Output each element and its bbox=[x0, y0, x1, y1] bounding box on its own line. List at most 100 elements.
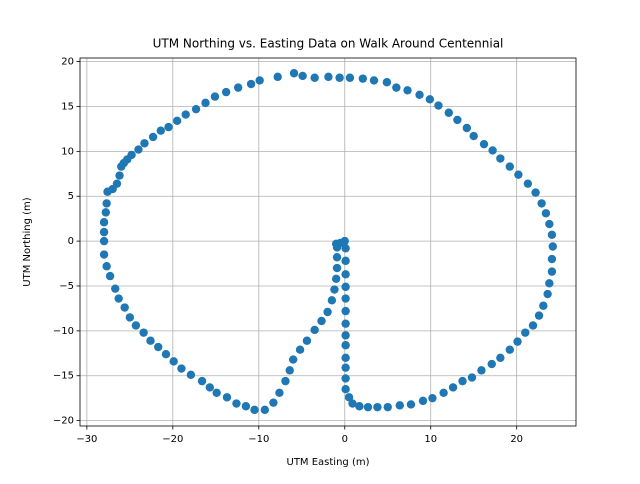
x-tick-label: −20 bbox=[162, 434, 183, 445]
scatter-point bbox=[462, 123, 472, 133]
y-tick-label: 15 bbox=[61, 101, 74, 112]
scatter-point bbox=[332, 253, 342, 262]
scatter-point bbox=[302, 336, 312, 345]
scatter-point bbox=[428, 393, 437, 403]
scatter-point bbox=[448, 383, 458, 392]
scatter-point bbox=[102, 262, 111, 271]
scatter-point bbox=[101, 208, 110, 217]
scatter-point bbox=[444, 108, 453, 117]
y-tick-label: 0 bbox=[68, 236, 74, 247]
scatter-point bbox=[191, 104, 201, 114]
scatter-point bbox=[403, 86, 412, 95]
scatter-point bbox=[140, 139, 149, 148]
scatter-point bbox=[341, 306, 350, 316]
chart-title: UTM Northing vs. Easting Data on Walk Ar… bbox=[153, 37, 504, 51]
scatter-point bbox=[102, 199, 111, 208]
scatter-point bbox=[154, 342, 163, 352]
scatter-point bbox=[111, 284, 120, 293]
scatter-point bbox=[181, 110, 190, 119]
scatter-point bbox=[205, 383, 215, 392]
y-tick-label: −20 bbox=[53, 416, 74, 427]
scatter-point bbox=[458, 376, 467, 386]
scatter-point bbox=[269, 398, 278, 407]
scatter-point bbox=[114, 294, 123, 303]
scatter-point bbox=[341, 341, 350, 350]
scatter-point bbox=[469, 131, 478, 141]
scatter-point bbox=[487, 359, 496, 369]
scatter-point bbox=[488, 146, 497, 155]
scatter-point bbox=[496, 154, 505, 163]
scatter-point bbox=[406, 400, 416, 409]
scatter-point bbox=[323, 307, 332, 317]
scatter-point bbox=[341, 282, 350, 292]
y-tick-label: 5 bbox=[68, 191, 74, 202]
scatter-point bbox=[327, 296, 337, 305]
scatter-point bbox=[221, 87, 231, 97]
scatter-point bbox=[288, 355, 298, 364]
scatter-point bbox=[177, 364, 186, 373]
scatter-point bbox=[341, 331, 350, 340]
scatter-point bbox=[255, 76, 264, 85]
scatter-point bbox=[345, 73, 355, 82]
scatter-point bbox=[341, 385, 350, 394]
y-tick-label: −10 bbox=[53, 326, 74, 337]
scatter-point bbox=[545, 279, 554, 288]
scatter-point bbox=[285, 366, 294, 375]
scatter-point bbox=[103, 187, 112, 196]
x-axis-label: UTM Easting (m) bbox=[287, 457, 370, 468]
scatter-point bbox=[534, 311, 544, 320]
scatter-point bbox=[453, 115, 462, 125]
scatter-point bbox=[392, 83, 401, 92]
scatter-point bbox=[233, 83, 243, 92]
plot-frame bbox=[79, 57, 577, 427]
scatter-point bbox=[547, 254, 557, 264]
scatter-point bbox=[341, 294, 350, 303]
scatter-point bbox=[383, 402, 392, 412]
scatter-point bbox=[539, 301, 548, 310]
scatter-point bbox=[281, 376, 290, 386]
scatter-point bbox=[341, 256, 350, 266]
scatter-point bbox=[439, 388, 448, 397]
scatter-point bbox=[232, 399, 241, 408]
y-tick-label: −5 bbox=[59, 281, 74, 292]
y-tick-label: 20 bbox=[61, 57, 74, 68]
x-tick-label: −30 bbox=[76, 434, 97, 445]
scatter-point bbox=[373, 402, 382, 412]
scatter-point bbox=[355, 402, 364, 411]
scatter-point bbox=[528, 321, 538, 330]
scatter-point bbox=[341, 353, 350, 362]
scatter-point bbox=[531, 188, 540, 197]
x-tick-label: 0 bbox=[342, 434, 348, 445]
scatter-point bbox=[358, 74, 368, 83]
scatter-point bbox=[241, 402, 251, 411]
scatter-point bbox=[541, 209, 551, 218]
scatter-point bbox=[496, 353, 505, 362]
scatter-point bbox=[415, 90, 424, 100]
scatter-point bbox=[222, 393, 232, 402]
scatter-point bbox=[324, 72, 333, 82]
scatter-point bbox=[331, 274, 341, 283]
scatter-point bbox=[548, 242, 557, 251]
scatter-point bbox=[156, 126, 166, 135]
y-axis-label: UTM Northing (m) bbox=[22, 197, 33, 286]
scatter-point bbox=[139, 328, 148, 337]
scatter-point bbox=[341, 270, 350, 279]
scatter-point bbox=[298, 71, 307, 81]
scatter-point bbox=[547, 230, 557, 240]
scatter-point bbox=[341, 374, 350, 383]
scatter-point bbox=[418, 396, 428, 406]
scatter-point bbox=[340, 236, 349, 246]
scatter-point bbox=[425, 95, 435, 104]
scatter-point bbox=[134, 145, 143, 154]
scatter-point bbox=[172, 116, 182, 126]
scatter-point bbox=[169, 357, 178, 366]
scatter-point bbox=[131, 321, 141, 330]
scatter-point bbox=[363, 402, 373, 412]
scatter-point bbox=[434, 101, 443, 110]
scatter-point bbox=[275, 388, 284, 397]
scatter-point bbox=[250, 405, 259, 415]
scatter-point bbox=[344, 393, 354, 402]
scatter-point bbox=[330, 285, 339, 294]
y-tick-label: 10 bbox=[61, 146, 74, 157]
scatter-point bbox=[210, 92, 220, 101]
